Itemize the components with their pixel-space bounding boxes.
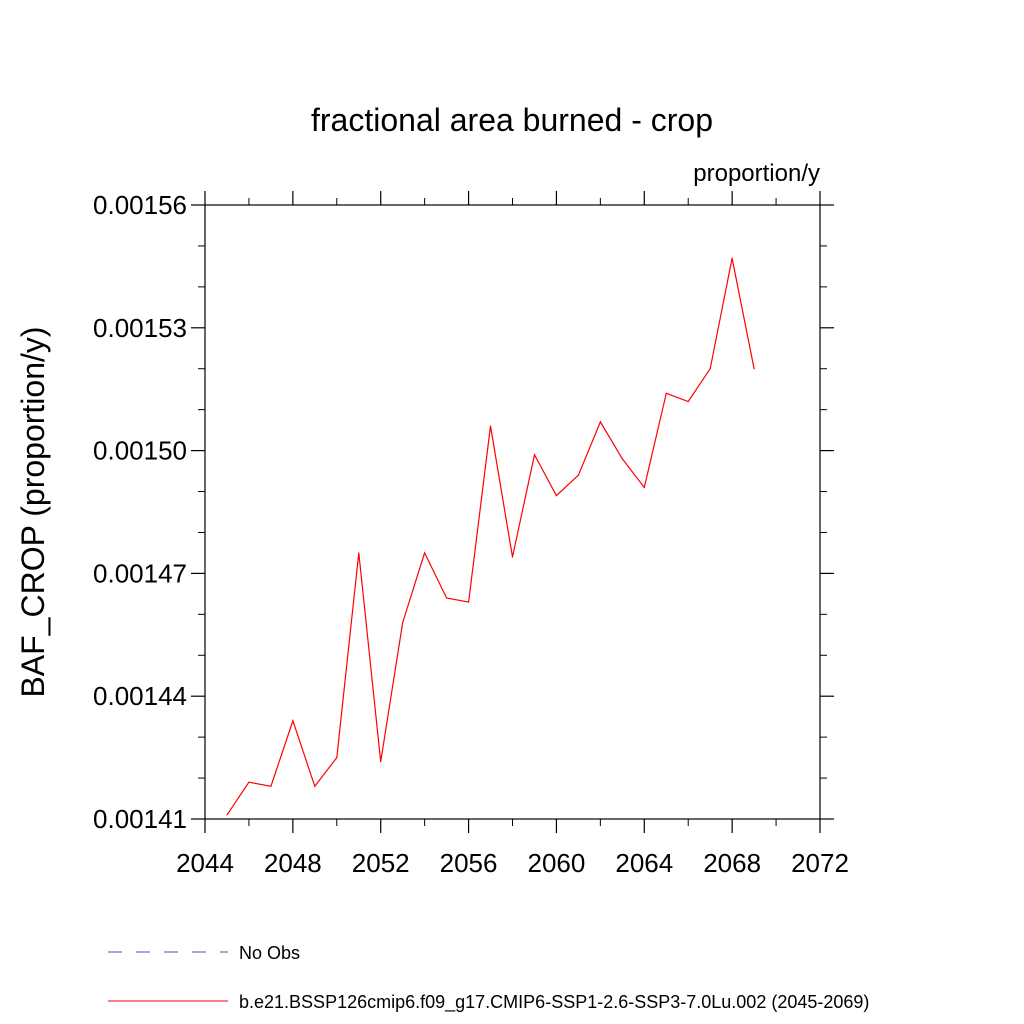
data-point: [599, 421, 601, 423]
x-tick-label: 2044: [176, 848, 234, 878]
x-tick-label: 2068: [703, 848, 761, 878]
legend: No Obs b.e21.BSSP126cmip6.f09_g17.CMIP6-S…: [108, 943, 869, 1013]
x-tick-label: 2064: [615, 848, 673, 878]
series-group: [226, 257, 755, 816]
data-point: [577, 474, 579, 476]
series-line: [226, 258, 755, 816]
legend-label: b.e21.BSSP126cmip6.f09_g17.CMIP6-SSP1-2.…: [239, 992, 869, 1013]
data-point: [555, 495, 558, 497]
data-point: [336, 757, 338, 759]
x-tick-label: 2060: [528, 848, 586, 878]
y-tick-label: 0.00156: [93, 190, 187, 220]
data-point: [270, 785, 272, 787]
axis-ticks: [191, 191, 834, 833]
data-point: [533, 454, 536, 456]
data-point: [731, 257, 733, 259]
y-axis-label: BAF_CROP (proportion/y): [15, 326, 51, 697]
data-point: [248, 781, 250, 783]
legend-label: No Obs: [239, 943, 300, 963]
data-point: [621, 458, 623, 460]
y-tick-label: 0.00141: [93, 804, 187, 834]
y-tick-label: 0.00153: [93, 313, 187, 343]
x-tick-label: 2056: [440, 848, 498, 878]
y-tick-label: 0.00147: [93, 558, 187, 588]
data-point: [665, 392, 667, 394]
data-point: [511, 556, 514, 558]
data-point: [467, 601, 470, 603]
y-tick-label: 0.00144: [93, 681, 187, 711]
data-point: [687, 400, 689, 403]
units-label: proportion/y: [693, 160, 820, 187]
data-point: [292, 720, 294, 722]
plot-frame: [204, 204, 821, 820]
x-tick-label: 2048: [264, 848, 322, 878]
data-point: [424, 552, 426, 554]
chart-title: fractional area burned - crop: [311, 102, 713, 138]
x-tick-label: 2072: [791, 848, 849, 878]
data-point: [489, 425, 492, 427]
data-point: [446, 597, 448, 599]
x-tick-labels: 2044 2048 2052 2056 2060 2064 2068 2072: [176, 848, 849, 878]
data-point: [402, 621, 404, 624]
data-point: [753, 368, 755, 370]
y-tick-label: 0.00150: [93, 436, 187, 466]
x-tick-label: 2052: [352, 848, 410, 878]
data-point: [380, 761, 382, 763]
data-point: [709, 368, 711, 370]
data-point: [314, 785, 316, 787]
y-tick-labels: 0.00141 0.00144 0.00147 0.00150 0.00153 0.001…: [93, 190, 187, 834]
data-point: [358, 552, 360, 554]
data-point: [226, 814, 228, 816]
data-point: [643, 486, 645, 489]
